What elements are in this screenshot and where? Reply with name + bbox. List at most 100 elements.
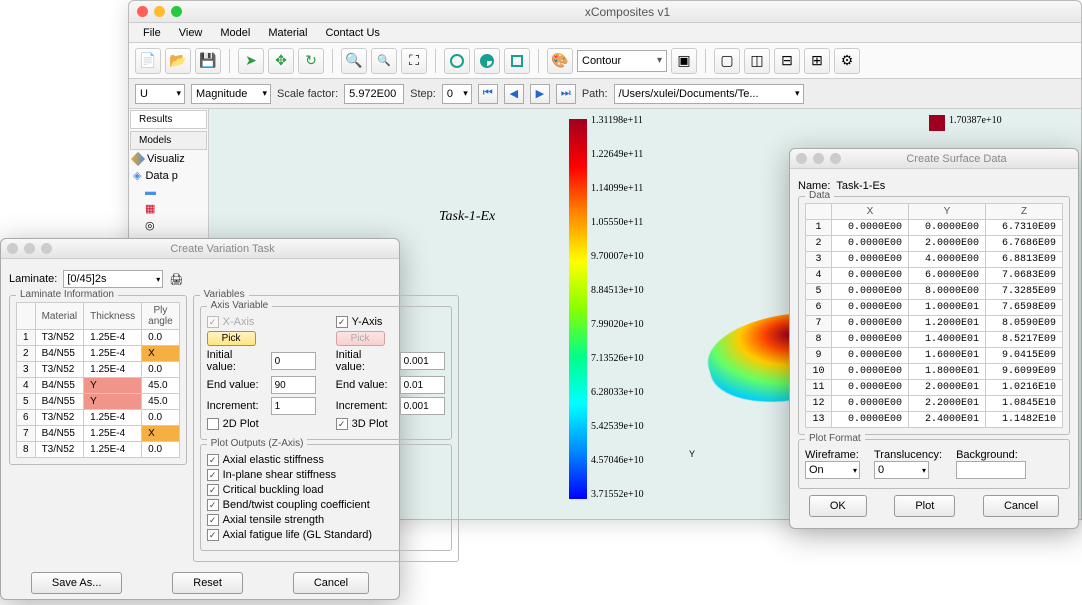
options-bar: U Magnitude Scale factor: Step: 0 ⏮ ◀ ▶ … [129, 79, 1081, 109]
layout4-icon[interactable]: ⊞ [804, 48, 830, 74]
minimize-icon[interactable] [154, 6, 165, 17]
3d-plot-checkbox[interactable]: ✓ [336, 418, 348, 430]
first-icon[interactable]: ⏮ [478, 84, 498, 104]
render-mode-select[interactable]: Contour [577, 50, 667, 72]
2d-plot-checkbox[interactable] [207, 418, 219, 430]
settings-icon[interactable]: ⚙ [834, 48, 860, 74]
laminate-table: MaterialThicknessPly angle 1T3/N521.25E-… [16, 302, 180, 458]
toolbar: 📄 📂 💾 ➤ ✥ ↻ 🔍 🔍 ⛶ 🎨 Contour ▣ ▢ ◫ ⊟ ⊞ ⚙ [129, 43, 1081, 79]
create-variation-task-dialog: Create Variation Task Laminate: [0/45]2s… [0, 238, 400, 600]
axis-y-label: Y [689, 449, 695, 459]
pick-x-button[interactable]: Pick [207, 331, 256, 346]
path-label: Path: [582, 88, 608, 100]
output-checkbox[interactable]: ✓ [207, 454, 219, 466]
tree-cube-icon[interactable]: ▬ [129, 184, 208, 200]
dialog-title: Create Variation Task [52, 243, 393, 255]
wireframe-select[interactable]: On [805, 461, 860, 479]
layout2-icon[interactable]: ◫ [744, 48, 770, 74]
close-icon[interactable] [7, 243, 18, 254]
legend-swatch [929, 115, 945, 131]
colorbar [569, 119, 587, 499]
titlebar: xComposites v1 [129, 1, 1081, 23]
zoom-icon[interactable] [41, 243, 52, 254]
zoom-box-icon[interactable]: ⛶ [401, 48, 427, 74]
create-surface-data-dialog: Create Surface Data Name:Task-1-Es Data … [789, 148, 1079, 529]
laminate-info-section: Laminate Information MaterialThicknessPl… [9, 295, 187, 465]
ok-button[interactable]: OK [809, 495, 867, 517]
minimize-icon[interactable] [813, 153, 824, 164]
app-title: xComposites v1 [182, 5, 1073, 19]
print-icon[interactable]: 🖨 [169, 273, 183, 286]
y-end-input[interactable] [400, 376, 445, 394]
save-as-button[interactable]: Save As... [31, 572, 123, 594]
tree-ring-icon[interactable]: ◎ [129, 217, 208, 234]
menu-material[interactable]: Material [260, 25, 315, 41]
tree-data[interactable]: ◈Data p [129, 167, 208, 184]
open-icon[interactable]: 📂 [165, 48, 191, 74]
layout3-icon[interactable]: ⊟ [774, 48, 800, 74]
zoom-icon[interactable] [171, 6, 182, 17]
laminate-select[interactable]: [0/45]2s [63, 270, 163, 288]
zoom-out-icon[interactable]: 🔍 [371, 48, 397, 74]
output-checkbox[interactable]: ✓ [207, 529, 219, 541]
y-init-input[interactable] [400, 352, 445, 370]
next-icon[interactable]: ▶ [530, 84, 550, 104]
minimize-icon[interactable] [24, 243, 35, 254]
tab-models[interactable]: Models [130, 131, 207, 150]
shape-globe-icon[interactable] [474, 48, 500, 74]
layout1-icon[interactable]: ▢ [714, 48, 740, 74]
zoom-icon[interactable] [830, 153, 841, 164]
last-icon[interactable]: ⏭ [556, 84, 576, 104]
palette-icon[interactable]: 🎨 [547, 48, 573, 74]
pointer-icon[interactable]: ➤ [238, 48, 264, 74]
surface-data-table: XYZ 10.0000E000.0000E006.7310E0920.0000E… [805, 203, 1063, 428]
y-axis-checkbox[interactable]: ✓ [336, 316, 348, 328]
tab-results[interactable]: Results [130, 110, 207, 129]
output-checkbox[interactable]: ✓ [207, 499, 219, 511]
output-checkbox[interactable]: ✓ [207, 484, 219, 496]
x-axis-checkbox[interactable]: ✓ [207, 316, 219, 328]
tree-visualize[interactable]: Visualiz [129, 151, 208, 167]
component-select[interactable]: Magnitude [191, 84, 271, 104]
path-select[interactable]: /Users/xulei/Documents/Te... [614, 84, 804, 104]
reset-button[interactable]: Reset [172, 572, 243, 594]
menu-file[interactable]: File [135, 25, 169, 41]
menu-contact[interactable]: Contact Us [317, 25, 387, 41]
name-value: Task-1-Es [836, 180, 885, 192]
step-select[interactable]: 0 [442, 84, 472, 104]
output-checkbox[interactable]: ✓ [207, 469, 219, 481]
cancel-button[interactable]: Cancel [293, 572, 369, 594]
translucency-select[interactable]: 0 [874, 461, 929, 479]
plot-button[interactable]: Plot [894, 495, 955, 517]
new-icon[interactable]: 📄 [135, 48, 161, 74]
field-select[interactable]: U [135, 84, 185, 104]
prev-icon[interactable]: ◀ [504, 84, 524, 104]
zoom-in-icon[interactable]: 🔍 [341, 48, 367, 74]
shape-circle-icon[interactable] [444, 48, 470, 74]
menu-view[interactable]: View [171, 25, 211, 41]
tree-grid-icon[interactable]: ▦ [129, 200, 208, 217]
legend-value: 1.70387e+10 [949, 115, 1002, 126]
pick-y-button[interactable]: Pick [336, 331, 385, 346]
close-icon[interactable] [796, 153, 807, 164]
cube-icon[interactable]: ▣ [671, 48, 697, 74]
y-inc-input[interactable] [400, 397, 445, 415]
move-icon[interactable]: ✥ [268, 48, 294, 74]
scale-input[interactable] [344, 84, 404, 104]
step-label: Step: [410, 88, 436, 100]
x-inc-input[interactable] [271, 397, 316, 415]
rotate-icon[interactable]: ↻ [298, 48, 324, 74]
dialog-title: Create Surface Data [841, 153, 1072, 165]
menubar: File View Model Material Contact Us [129, 23, 1081, 43]
x-init-input[interactable] [271, 352, 316, 370]
background-input[interactable] [956, 461, 1026, 479]
scale-label: Scale factor: [277, 88, 338, 100]
shape-grid-icon[interactable] [504, 48, 530, 74]
menu-model[interactable]: Model [212, 25, 258, 41]
cancel-button[interactable]: Cancel [983, 495, 1059, 517]
x-end-input[interactable] [271, 376, 316, 394]
variables-section: Variables Axis Variable ✓X-Axis Pick Ini… [193, 295, 459, 562]
save-icon[interactable]: 💾 [195, 48, 221, 74]
close-icon[interactable] [137, 6, 148, 17]
output-checkbox[interactable]: ✓ [207, 514, 219, 526]
